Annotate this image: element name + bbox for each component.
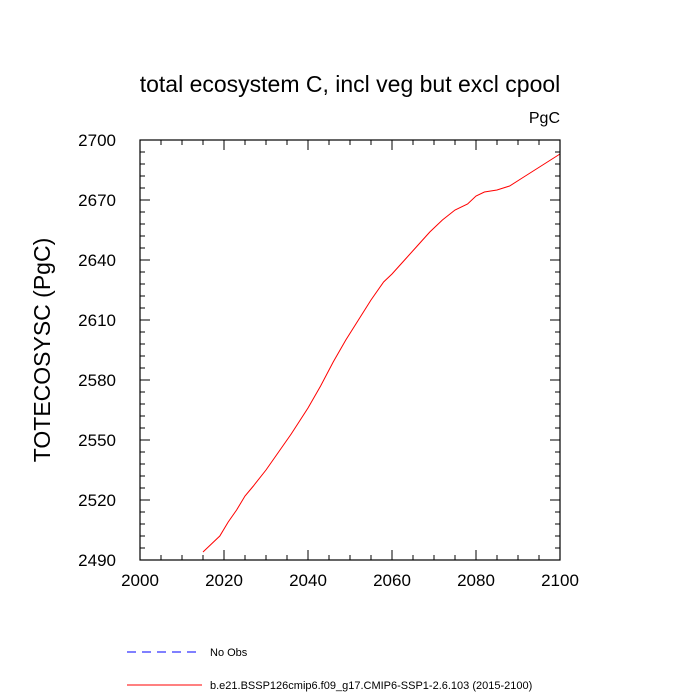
x-tick-label: 2060: [373, 571, 411, 590]
x-tick-label: 2080: [457, 571, 495, 590]
y-tick-label: 2550: [78, 431, 116, 450]
axis-tick-labels: 2000 2020 2040 2060 2080 2100 2490 2520 2550 2580…: [78, 131, 579, 590]
y-tick-label: 2580: [78, 371, 116, 390]
y-tick-label: 2670: [78, 191, 116, 210]
y-tick-label: 2700: [78, 131, 116, 150]
y-tick-label: 2520: [78, 491, 116, 510]
x-tick-label: 2100: [541, 571, 579, 590]
y-axis-label: TOTECOSYSC (PgC): [29, 238, 55, 463]
legend-label-obs: No Obs: [210, 647, 248, 659]
y-tick-label: 2640: [78, 251, 116, 270]
units-label: PgC: [529, 110, 560, 127]
x-tick-label: 2020: [205, 571, 243, 590]
y-tick-label: 2610: [78, 311, 116, 330]
chart-title: total ecosystem C, incl veg but excl cpo…: [140, 71, 561, 97]
y-tick-label: 2490: [78, 551, 116, 570]
x-tick-label: 2000: [121, 571, 159, 590]
x-tick-label: 2040: [289, 571, 327, 590]
series-line-0: [202, 153, 561, 553]
plot-frame: [139, 139, 561, 561]
legend-label-model: b.e21.BSSP126cmip6.f09_g17.CMIP6-SSP1-2.…: [210, 680, 532, 692]
legend: No Obs b.e21.BSSP126cmip6.f09_g17.CMIP6-…: [127, 647, 532, 692]
axis-ticks: [139, 139, 561, 561]
series-group: [202, 153, 561, 553]
